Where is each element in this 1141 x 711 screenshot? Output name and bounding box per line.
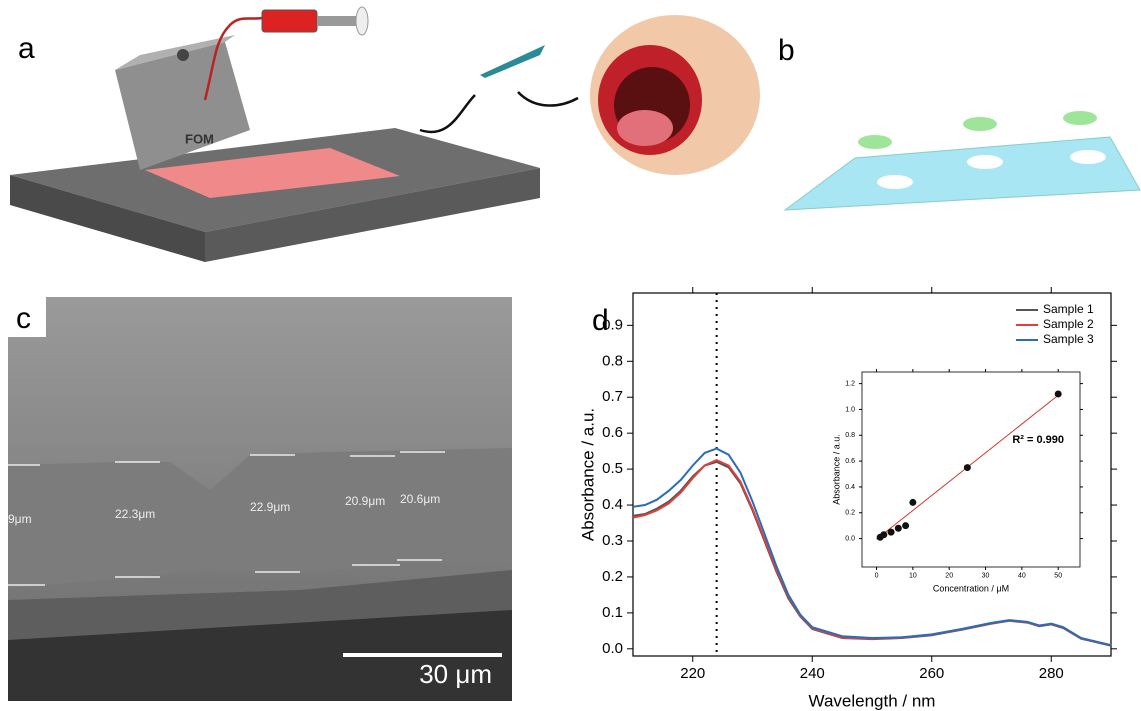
measurement: 20.6μm: [400, 492, 440, 506]
y-tick-label: 0.0: [845, 535, 855, 542]
point: [964, 464, 971, 471]
legend-label: Sample 3: [1043, 332, 1094, 346]
y-axis-label: Absorbance / a.u.: [831, 434, 841, 505]
arrow: [420, 95, 475, 132]
measurement: 22.3μm: [115, 507, 155, 521]
measurement: 2.9μm: [0, 512, 32, 526]
point: [1055, 390, 1062, 397]
arrow: [518, 92, 578, 106]
tongue: [617, 110, 673, 146]
y-tick-label: 0.6: [602, 424, 623, 441]
x-tick-label: 10: [909, 572, 917, 579]
plunger: [317, 16, 357, 26]
panel-b: b: [778, 34, 1140, 210]
x-axis-label: Wavelength / nm: [809, 691, 936, 710]
charts: 220 240 260 280 0.0 0.1 0.2 0.3 0.4 0.5 0.6 0.7 0.8 0…: [578, 287, 1117, 710]
disc: [1063, 111, 1097, 125]
y-tick-label: 0.8: [845, 432, 855, 439]
y-tick-label: 0.3: [602, 532, 623, 549]
panel-a: FOM a: [10, 7, 760, 262]
series-line: [633, 462, 1111, 646]
y-axis-label: Absorbance / a.u.: [578, 408, 597, 541]
y-tick-label: 0.6: [845, 458, 855, 465]
disc: [963, 117, 997, 131]
syringe: [262, 10, 317, 32]
y-tick-label: 0.8: [602, 352, 623, 369]
x-tick-label: 40: [1018, 572, 1026, 579]
x-tick-label: 50: [1054, 572, 1062, 579]
y-tick-label: 1.2: [845, 380, 855, 387]
x-tick-label: 260: [919, 665, 944, 682]
y-tick-label: 0.9: [602, 316, 623, 333]
device-label: FOM: [185, 131, 214, 146]
point: [902, 522, 909, 529]
panel-label: a: [18, 32, 35, 65]
annotation: R² = 0.990: [1012, 434, 1064, 446]
y-tick-label: 0.0: [602, 640, 623, 657]
scale-bar-label: 30 μm: [419, 659, 492, 689]
y-tick-label: 0.4: [845, 484, 855, 491]
panel-label: c: [16, 302, 31, 335]
y-tick-label: 0.2: [602, 568, 623, 585]
x-tick-label: 20: [945, 572, 953, 579]
y-tick-label: 0.5: [602, 460, 623, 477]
hole: [1070, 150, 1106, 164]
film: [785, 137, 1140, 210]
series-line: [633, 449, 1111, 646]
plot-frame: [633, 293, 1111, 656]
point: [909, 499, 916, 506]
sem-image: 2.9μm 22.3μm 22.9μm 20.9μm 20.6μm 30 μm …: [0, 297, 512, 701]
panel-label: b: [778, 34, 795, 67]
y-tick-label: 0.7: [602, 388, 623, 405]
y-tick-label: 0.4: [602, 496, 623, 513]
y-tick-label: 1.0: [845, 406, 855, 413]
disc: [858, 135, 892, 149]
measurement: 22.9μm: [250, 500, 290, 514]
legend-label: Sample 2: [1043, 317, 1094, 331]
hole: [877, 175, 913, 189]
hole: [967, 155, 1003, 169]
x-tick-label: 0: [875, 572, 879, 579]
series-line: [633, 460, 1111, 645]
y-tick-label: 0.2: [845, 510, 855, 517]
point: [888, 529, 895, 536]
point: [880, 531, 887, 538]
plunger-head: [356, 7, 368, 35]
measurement: 20.9μm: [345, 494, 385, 508]
figure: FOM a b 2.9μm 22.3μm 22.9μm 20.9μm 20.6μ…: [0, 0, 1141, 711]
x-tick-label: 240: [800, 665, 825, 682]
point: [895, 525, 902, 532]
x-axis-label: Concentration / μM: [933, 583, 1009, 593]
plot-frame: [862, 372, 1080, 567]
x-tick-label: 220: [680, 665, 705, 682]
film-strip: [480, 45, 545, 78]
x-tick-label: 30: [982, 572, 990, 579]
hole: [177, 49, 189, 61]
x-tick-label: 280: [1039, 665, 1064, 682]
y-tick-label: 0.1: [602, 604, 623, 621]
legend-label: Sample 1: [1043, 302, 1094, 316]
